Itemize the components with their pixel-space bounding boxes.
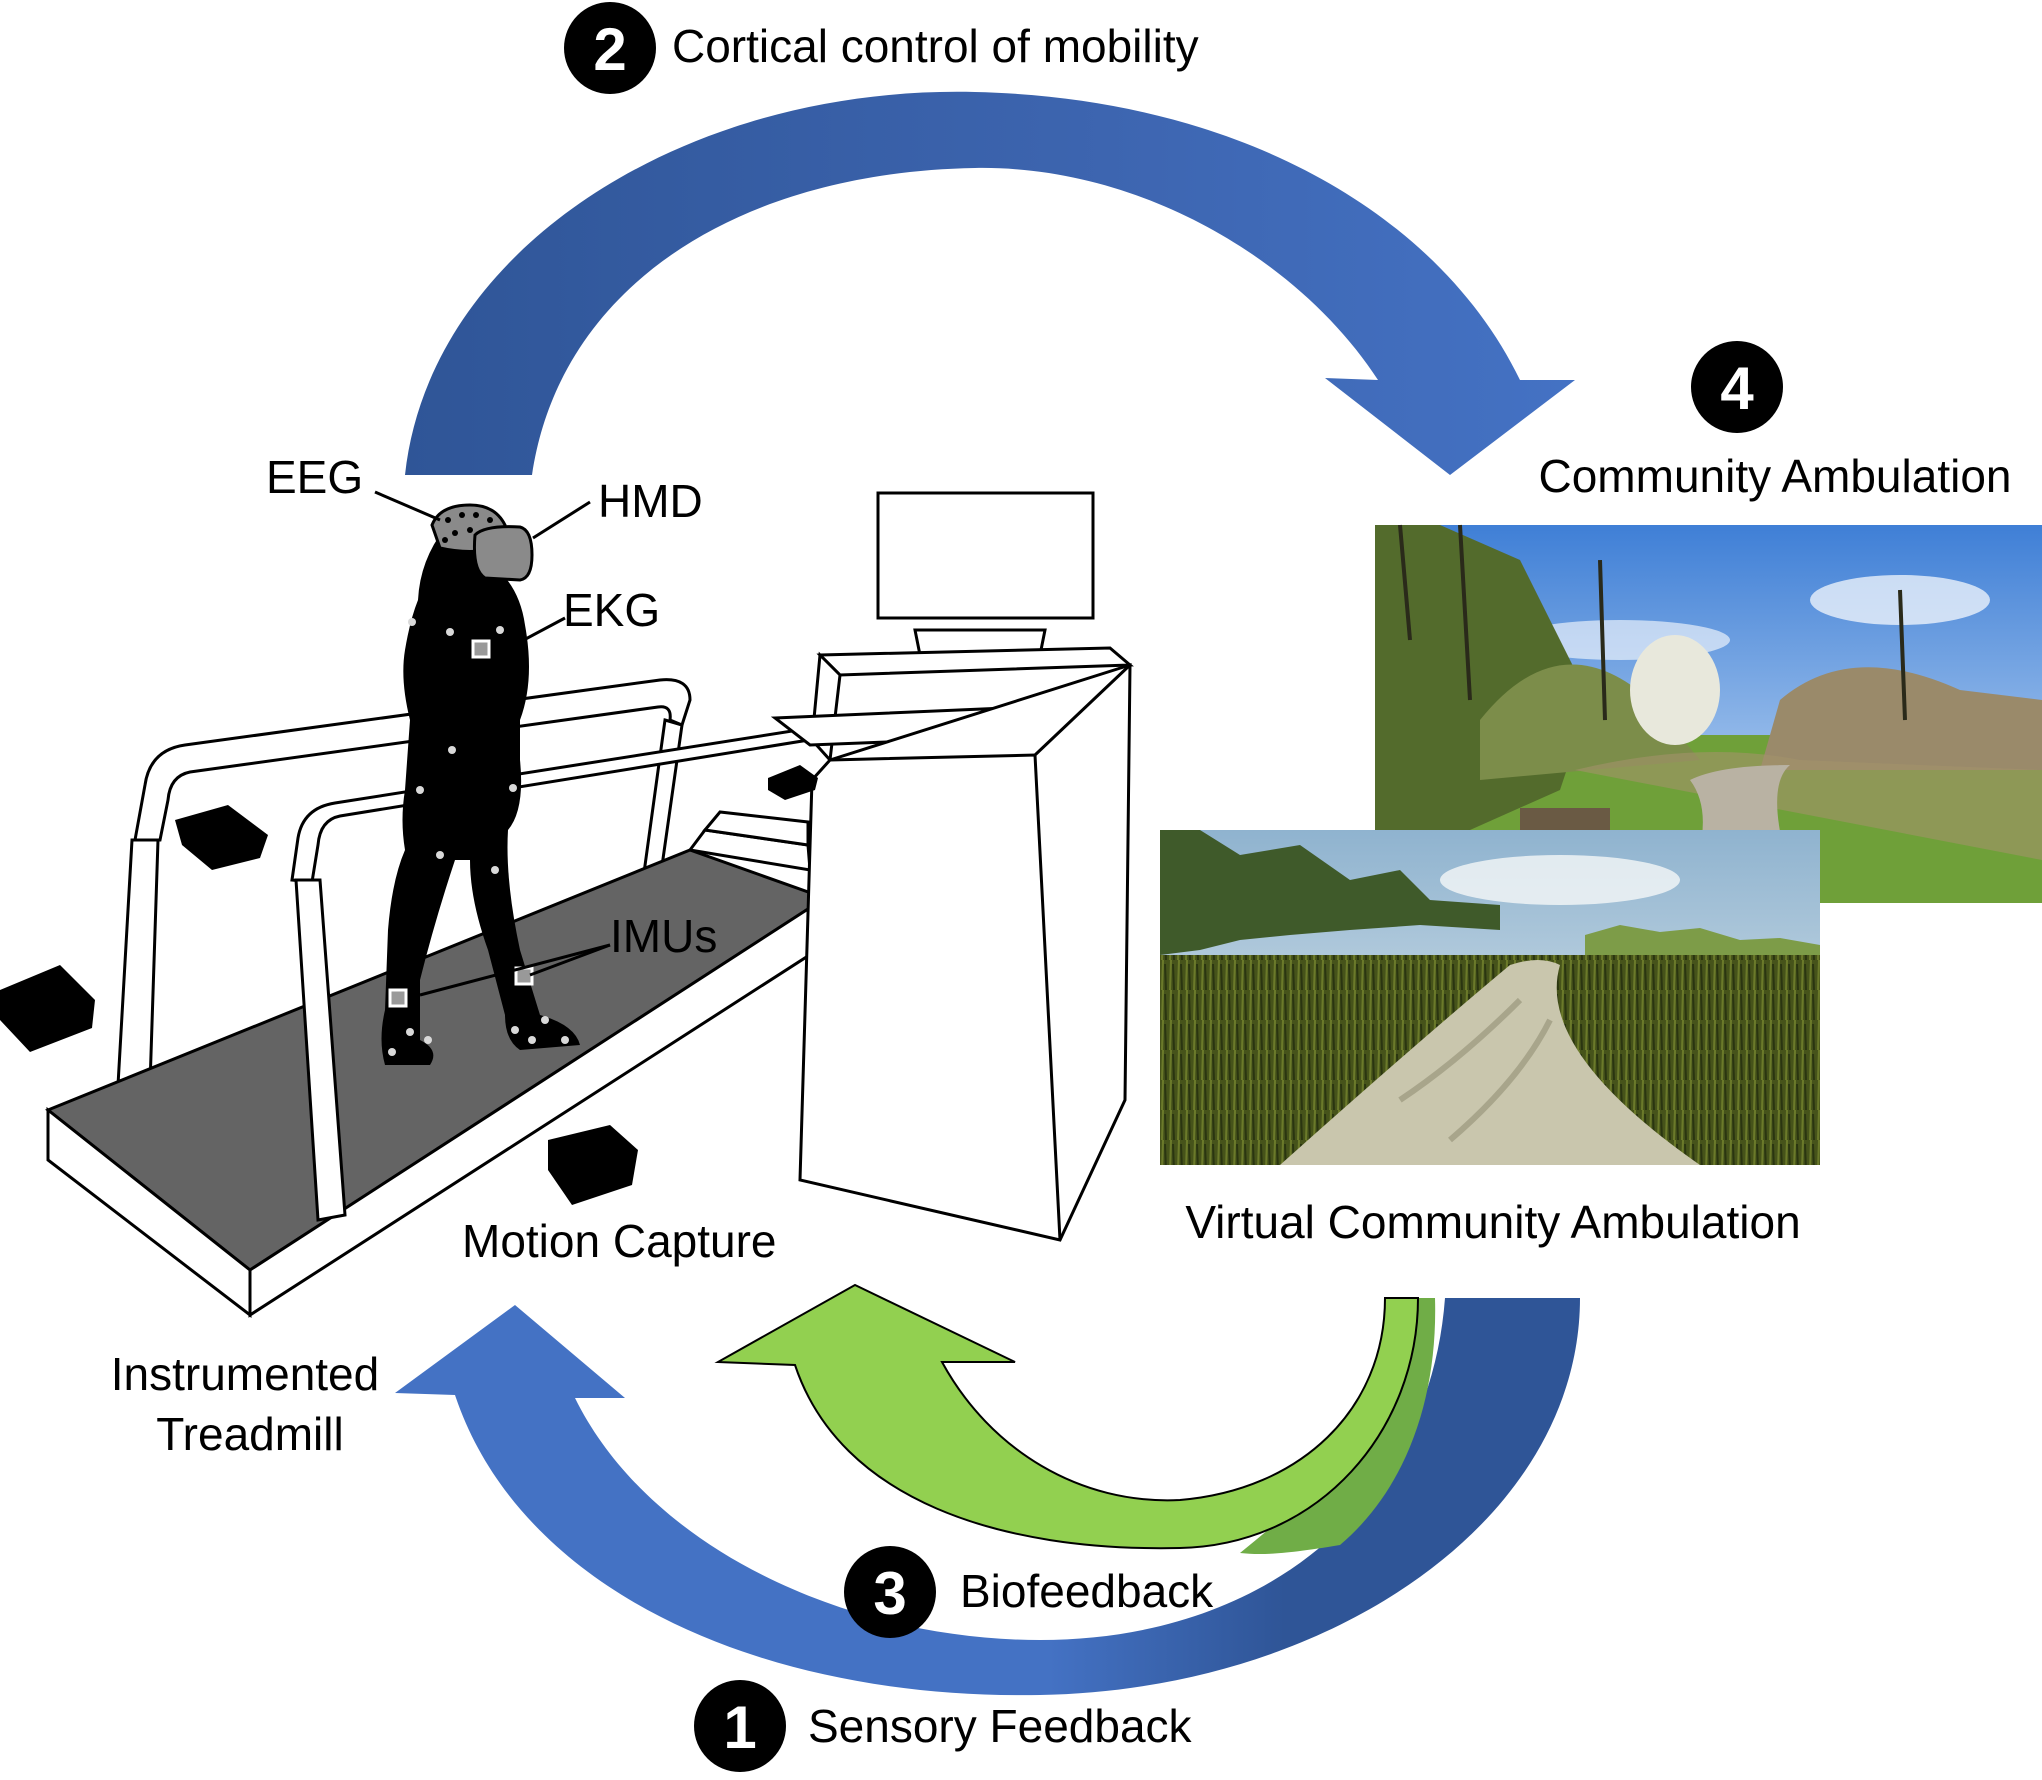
step-badge-2: 2 bbox=[564, 2, 656, 94]
imus-label: IMUs bbox=[610, 910, 717, 962]
hmd-label: HMD bbox=[598, 475, 703, 527]
treadmill-label-line1: Instrumented bbox=[111, 1348, 379, 1400]
eeg-label: EEG bbox=[266, 451, 363, 503]
svg-text:4: 4 bbox=[1720, 355, 1754, 422]
svg-text:3: 3 bbox=[873, 1560, 906, 1627]
ekg-sensor bbox=[471, 639, 491, 659]
motion-capture-label: Motion Capture bbox=[462, 1215, 777, 1267]
real-park-path-photo bbox=[1375, 524, 2042, 903]
control-console bbox=[770, 491, 1134, 1242]
virtual-ambulation-label: Virtual Community Ambulation bbox=[1185, 1196, 1800, 1248]
step-badge-3: 3 bbox=[844, 1546, 936, 1638]
step-4-label: Community Ambulation bbox=[1539, 450, 2012, 502]
virtual-park-path-render bbox=[1160, 830, 1820, 1165]
step-3-label: Biofeedback bbox=[960, 1565, 1214, 1617]
step-badge-4: 4 bbox=[1691, 341, 1783, 433]
step-badge-1: 1 bbox=[694, 1680, 786, 1772]
hmd-headset bbox=[473, 525, 534, 582]
svg-text:1: 1 bbox=[723, 1694, 756, 1761]
camera-icon bbox=[768, 765, 818, 800]
camera-icon bbox=[0, 965, 95, 1052]
motion-capture-cameras bbox=[0, 765, 818, 1205]
biofeedback-arrow bbox=[714, 1283, 1420, 1550]
cortical-control-arrow bbox=[405, 91, 1575, 475]
camera-icon bbox=[548, 1125, 638, 1205]
leader-lines bbox=[374, 490, 611, 997]
imu-sensor bbox=[388, 988, 408, 1008]
biofeedback-arrow-shadow bbox=[1240, 1298, 1436, 1555]
ekg-label: EKG bbox=[563, 584, 660, 636]
treadmill-label-line2: Treadmill bbox=[156, 1408, 343, 1460]
sensory-feedback-arrow bbox=[395, 1298, 1580, 1696]
camera-icon bbox=[175, 805, 268, 870]
step-2-label: Cortical control of mobility bbox=[672, 20, 1199, 72]
svg-text:2: 2 bbox=[593, 16, 626, 83]
walking-person-silhouette bbox=[381, 503, 580, 1065]
step-1-label: Sensory Feedback bbox=[808, 1700, 1193, 1752]
